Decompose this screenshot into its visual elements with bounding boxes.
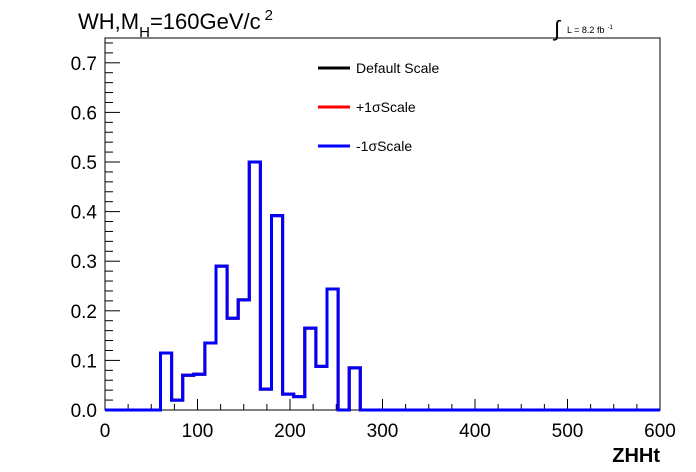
x-tick-label: 300 (367, 421, 399, 442)
lumi-label: L = 8.2 fb -1 (567, 25, 613, 35)
y-tick-label: 0.6 (71, 103, 97, 124)
x-tick-label: 400 (459, 421, 491, 442)
legend-label: -1σScale (356, 138, 412, 154)
plot-frame (104, 37, 661, 411)
series-line-0 (105, 160, 660, 412)
x-tick-label: 200 (274, 421, 306, 442)
legend-label: Default Scale (356, 60, 439, 76)
lumi-label-superscript: -1 (607, 25, 613, 31)
x-axis-label: ZHHt (612, 445, 660, 467)
chart-title-superscript: 2 (265, 7, 273, 24)
y-tick-label: 0.1 (71, 351, 97, 372)
series-line-2 (105, 160, 660, 412)
legend: Default Scale +1σScale -1σScale (318, 60, 439, 154)
chart-title-subscript: H (139, 24, 150, 41)
series-layer (105, 160, 660, 412)
y-tick-label: 0.0 (71, 401, 97, 422)
y-tick-label: 0.3 (71, 252, 97, 273)
x-axis: 0 100 200 300 400 500 600 (100, 399, 676, 442)
y-tick-label: 0.7 (71, 54, 97, 75)
series-line-1 (105, 160, 660, 412)
chart-title: WH,MH=160GeV/c 2 (78, 7, 273, 41)
x-tick-label: 100 (182, 421, 214, 442)
y-tick-label: 0.4 (71, 203, 98, 224)
chart-title-rest: =160GeV/c (150, 9, 261, 34)
x-tick-label: 500 (552, 421, 584, 442)
y-tick-label: 0.2 (71, 302, 97, 323)
x-tick-label: 600 (644, 421, 676, 442)
y-axis: 0.0 0.1 0.2 0.3 0.4 0.5 0.6 0.7 (71, 42, 120, 422)
legend-label: +1σScale (356, 99, 416, 115)
chart-title-main: WH,M (78, 9, 139, 34)
y-tick-label: 0.5 (71, 153, 97, 174)
lumi-label-text: L = 8.2 fb (567, 25, 604, 35)
lumi-integral-symbol: ∫ (552, 16, 562, 41)
x-tick-label: 0 (100, 421, 111, 442)
